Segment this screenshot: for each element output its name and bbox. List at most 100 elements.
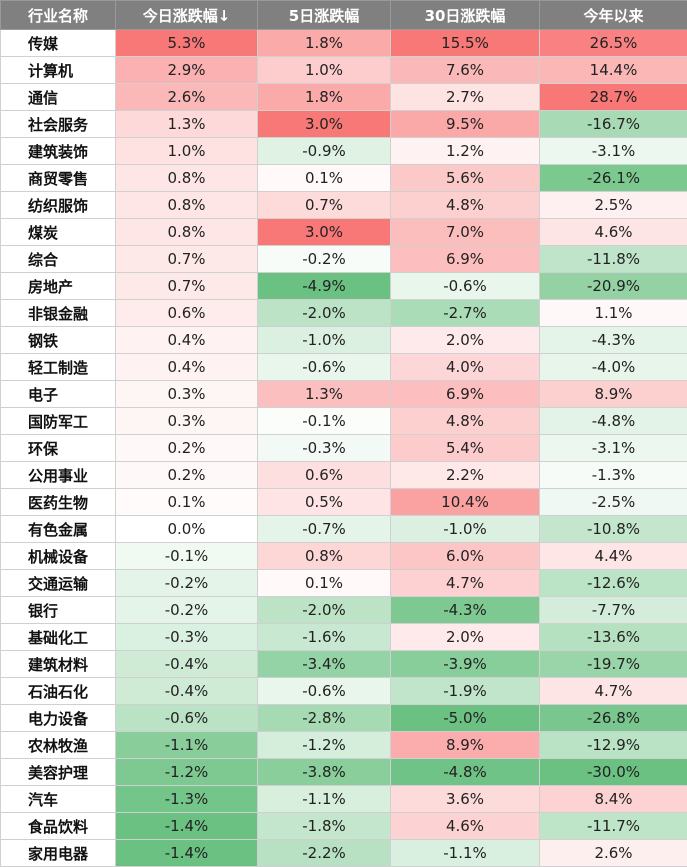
industry-name-cell: 非银金融	[1, 300, 116, 327]
5day-change-cell: -2.8%	[258, 705, 391, 732]
today-change-cell: -0.3%	[116, 624, 258, 651]
5day-change-cell: 3.0%	[258, 111, 391, 138]
5day-change-cell: -4.9%	[258, 273, 391, 300]
table-row: 美容护理-1.2%-3.8%-4.8%-30.0%	[1, 759, 687, 786]
5day-change-cell: -1.0%	[258, 327, 391, 354]
5day-change-cell: -1.1%	[258, 786, 391, 813]
today-change-cell: 0.8%	[116, 192, 258, 219]
header-today-change[interactable]: 今日涨跌幅↓	[116, 1, 258, 30]
industry-name-cell: 社会服务	[1, 111, 116, 138]
ytd-change-cell: 14.4%	[540, 57, 687, 84]
ytd-change-cell: -4.0%	[540, 354, 687, 381]
today-change-cell: 0.4%	[116, 354, 258, 381]
ytd-change-cell: -13.6%	[540, 624, 687, 651]
today-change-cell: 0.1%	[116, 489, 258, 516]
30day-change-cell: 2.0%	[391, 327, 540, 354]
30day-change-cell: -2.7%	[391, 300, 540, 327]
industry-name-cell: 公用事业	[1, 462, 116, 489]
today-change-cell: 0.6%	[116, 300, 258, 327]
5day-change-cell: -0.6%	[258, 678, 391, 705]
ytd-change-cell: 2.6%	[540, 840, 687, 867]
30day-change-cell: -3.9%	[391, 651, 540, 678]
industry-name-cell: 汽车	[1, 786, 116, 813]
30day-change-cell: 4.7%	[391, 570, 540, 597]
ytd-change-cell: -26.8%	[540, 705, 687, 732]
ytd-change-cell: -1.3%	[540, 462, 687, 489]
header-ytd-change[interactable]: 今年以来	[540, 1, 687, 30]
ytd-change-cell: 2.5%	[540, 192, 687, 219]
30day-change-cell: 2.0%	[391, 624, 540, 651]
ytd-change-cell: 1.1%	[540, 300, 687, 327]
30day-change-cell: 10.4%	[391, 489, 540, 516]
industry-name-cell: 交通运输	[1, 570, 116, 597]
30day-change-cell: -4.3%	[391, 597, 540, 624]
5day-change-cell: 0.8%	[258, 543, 391, 570]
table-row: 汽车-1.3%-1.1%3.6%8.4%	[1, 786, 687, 813]
5day-change-cell: 1.0%	[258, 57, 391, 84]
industry-name-cell: 农林牧渔	[1, 732, 116, 759]
30day-change-cell: -1.9%	[391, 678, 540, 705]
industry-name-cell: 综合	[1, 246, 116, 273]
industry-name-cell: 钢铁	[1, 327, 116, 354]
header-5day-change[interactable]: 5日涨跌幅	[258, 1, 391, 30]
today-change-cell: 0.7%	[116, 273, 258, 300]
30day-change-cell: 15.5%	[391, 30, 540, 57]
30day-change-cell: 5.4%	[391, 435, 540, 462]
today-change-cell: -1.4%	[116, 840, 258, 867]
today-change-cell: -0.4%	[116, 678, 258, 705]
table-row: 银行-0.2%-2.0%-4.3%-7.7%	[1, 597, 687, 624]
today-change-cell: -0.1%	[116, 543, 258, 570]
table-row: 食品饮料-1.4%-1.8%4.6%-11.7%	[1, 813, 687, 840]
table-row: 交通运输-0.2%0.1%4.7%-12.6%	[1, 570, 687, 597]
5day-change-cell: -3.8%	[258, 759, 391, 786]
industry-name-cell: 通信	[1, 84, 116, 111]
industry-name-cell: 纺织服饰	[1, 192, 116, 219]
30day-change-cell: 7.0%	[391, 219, 540, 246]
5day-change-cell: -1.2%	[258, 732, 391, 759]
industry-name-cell: 医药生物	[1, 489, 116, 516]
5day-change-cell: 3.0%	[258, 219, 391, 246]
today-change-cell: 0.3%	[116, 381, 258, 408]
table-row: 农林牧渔-1.1%-1.2%8.9%-12.9%	[1, 732, 687, 759]
5day-change-cell: 1.8%	[258, 30, 391, 57]
30day-change-cell: 4.8%	[391, 192, 540, 219]
today-change-cell: -1.3%	[116, 786, 258, 813]
header-industry-name[interactable]: 行业名称	[1, 1, 116, 30]
30day-change-cell: -5.0%	[391, 705, 540, 732]
30day-change-cell: -1.0%	[391, 516, 540, 543]
table-row: 家用电器-1.4%-2.2%-1.1%2.6%	[1, 840, 687, 867]
30day-change-cell: 1.2%	[391, 138, 540, 165]
ytd-change-cell: -3.1%	[540, 138, 687, 165]
ytd-change-cell: -3.1%	[540, 435, 687, 462]
industry-name-cell: 房地产	[1, 273, 116, 300]
5day-change-cell: -0.6%	[258, 354, 391, 381]
5day-change-cell: 1.8%	[258, 84, 391, 111]
ytd-change-cell: 8.4%	[540, 786, 687, 813]
table-row: 建筑材料-0.4%-3.4%-3.9%-19.7%	[1, 651, 687, 678]
industry-name-cell: 商贸零售	[1, 165, 116, 192]
ytd-change-cell: -30.0%	[540, 759, 687, 786]
5day-change-cell: -2.0%	[258, 300, 391, 327]
industry-name-cell: 计算机	[1, 57, 116, 84]
industry-name-cell: 传媒	[1, 30, 116, 57]
industry-name-cell: 石油石化	[1, 678, 116, 705]
header-30day-change[interactable]: 30日涨跌幅	[391, 1, 540, 30]
today-change-cell: 0.0%	[116, 516, 258, 543]
today-change-cell: 5.3%	[116, 30, 258, 57]
table-row: 电力设备-0.6%-2.8%-5.0%-26.8%	[1, 705, 687, 732]
industry-name-cell: 建筑材料	[1, 651, 116, 678]
5day-change-cell: -3.4%	[258, 651, 391, 678]
industry-name-cell: 美容护理	[1, 759, 116, 786]
